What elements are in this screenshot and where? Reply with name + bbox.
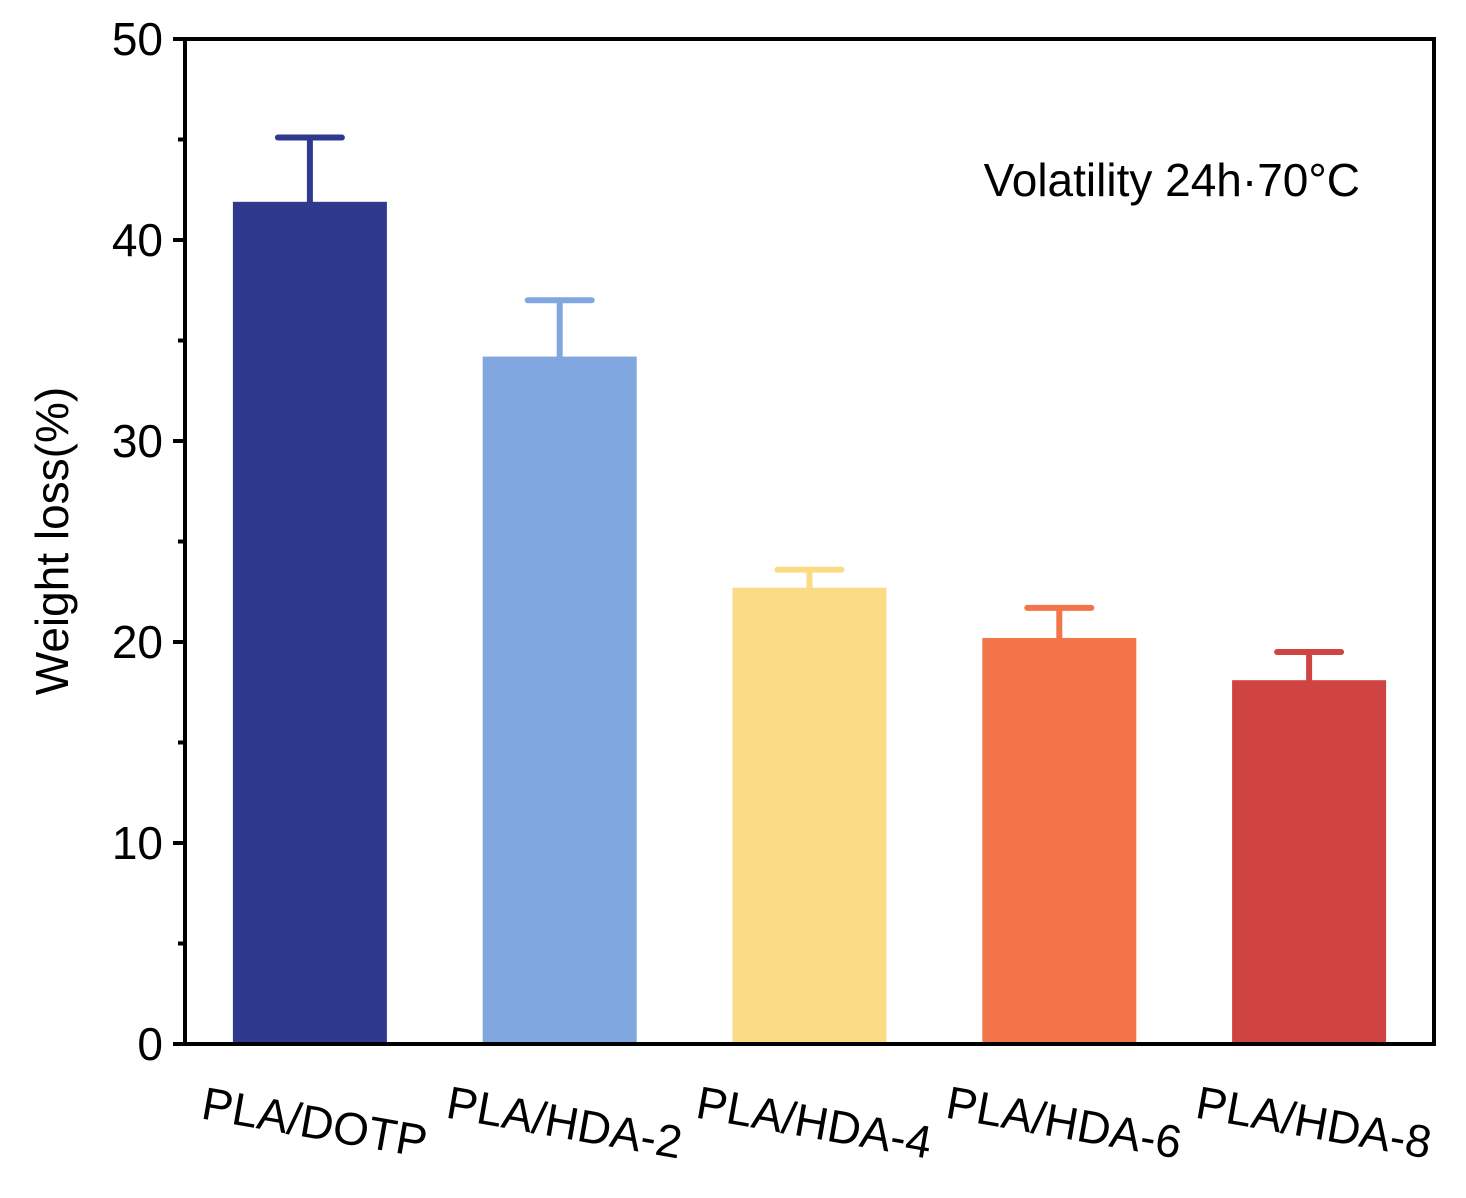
y-tick-label: 10 [112,817,163,869]
y-tick-label: 50 [112,13,163,65]
y-tick-label: 30 [112,415,163,467]
y-tick-label: 40 [112,214,163,266]
category-label: PLA/HDA-6 [942,1076,1185,1168]
bar-pla-hda-2 [482,356,637,1045]
category-label: PLA/HDA-4 [693,1076,936,1168]
error-bar-pla-hda-2 [524,297,595,416]
y-tick-label: 0 [137,1018,163,1070]
category-labels: PLA/DOTP PLA/HDA-2 PLA/HDA-4 PLA/HDA-6 PLA/H… [198,1076,1435,1168]
bar-pla-dotp [232,201,387,1044]
error-bar-pla-hda-6 [1024,604,1095,672]
y-axis-title: Weight loss(%) [26,387,78,695]
error-bars-layer [274,134,1345,712]
category-label: PLA/HDA-2 [443,1076,686,1168]
error-bar-pla-dotp [274,134,345,270]
category-label: PLA/HDA-8 [1192,1076,1435,1168]
y-axis-ticks: 0 10 20 30 40 50 [112,13,185,1070]
error-bar-pla-hda-8 [1274,649,1345,712]
error-bar-pla-hda-4 [774,566,845,609]
bar-pla-hda-8 [1232,680,1387,1044]
bar-pla-hda-4 [732,587,887,1044]
bar-pla-hda-6 [982,637,1137,1044]
y-tick-label: 20 [112,616,163,668]
bars-layer [232,201,1387,1045]
chart-annotation: Volatility 24h·70°C [984,154,1360,206]
category-label: PLA/DOTP [198,1077,431,1168]
